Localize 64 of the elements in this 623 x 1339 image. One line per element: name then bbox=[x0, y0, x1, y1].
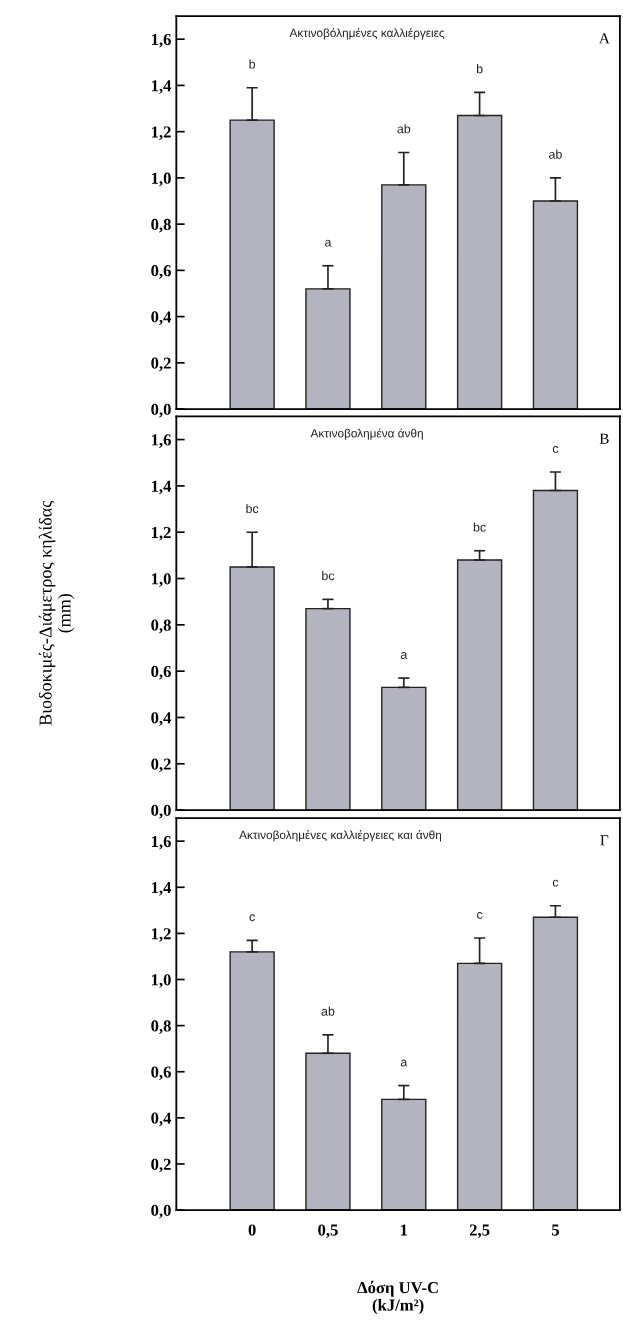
annotation: c bbox=[552, 879, 559, 887]
annotation: c bbox=[552, 446, 559, 453]
annotation: b bbox=[249, 59, 256, 69]
y-tick-label: 0,4 bbox=[151, 1112, 172, 1127]
x-tick-label: 5 bbox=[551, 1224, 559, 1236]
y-tick-label: 1,6 bbox=[151, 835, 171, 850]
annotation: ab bbox=[321, 1006, 335, 1016]
text: Ακτινοβολημένες καλλιέργειες και άνθη bbox=[239, 830, 442, 842]
x-tick-label: 0 bbox=[248, 1224, 256, 1236]
annotation: B bbox=[599, 433, 609, 444]
y-tick-label: 1,0 bbox=[151, 974, 171, 988]
bar bbox=[229, 951, 275, 1211]
y-tick-label: 1,4 bbox=[151, 882, 172, 896]
y-tick-label: 1,2 bbox=[151, 526, 171, 541]
y-tick-label: 1,6 bbox=[151, 434, 171, 448]
annotation: c bbox=[249, 914, 255, 922]
bar bbox=[532, 916, 579, 1211]
annotation: A bbox=[598, 33, 610, 44]
y-tick-label: 1,2 bbox=[151, 126, 171, 141]
annotation: ab bbox=[549, 149, 562, 159]
y-tick-label: 1,2 bbox=[151, 928, 171, 942]
bar bbox=[305, 1052, 351, 1211]
bar bbox=[229, 566, 275, 811]
x-tick-label: 2,5 bbox=[469, 1224, 490, 1239]
bar bbox=[532, 200, 579, 410]
y-tick-label: 1,4 bbox=[151, 80, 172, 94]
y-tick-label: 0,2 bbox=[151, 1158, 171, 1173]
y-tick-label: 1,4 bbox=[151, 480, 172, 495]
x-tick-label: 1 bbox=[400, 1224, 408, 1236]
annotation: bc bbox=[322, 571, 335, 581]
y-tick-label: 0,6 bbox=[151, 265, 171, 279]
bar bbox=[305, 288, 351, 410]
annotation: a bbox=[400, 652, 408, 659]
annotation: a bbox=[325, 239, 332, 247]
annotation: bc bbox=[473, 522, 486, 532]
bar bbox=[229, 119, 275, 410]
y-tick-label: 0,2 bbox=[151, 758, 171, 773]
y-axis-title: Βιοδοκιμές-Διάμετρος κηλίδας (mm) bbox=[38, 500, 75, 726]
y-tick-label: 0,0 bbox=[151, 1204, 171, 1219]
annotation: b bbox=[476, 64, 483, 74]
annotation: bc bbox=[246, 503, 259, 514]
text: Ακτινοβολημένα άνθη bbox=[310, 428, 423, 440]
y-tick-label: 0,6 bbox=[151, 1066, 171, 1081]
text: Ακτινοβόλημένες καλλιέργειες bbox=[289, 28, 445, 40]
y-tick-label: 1,0 bbox=[151, 573, 171, 587]
y-tick-label: 0,0 bbox=[151, 804, 171, 819]
annotation: Γ bbox=[600, 835, 609, 846]
annotation: ab bbox=[397, 124, 411, 134]
y-tick-label: 0,4 bbox=[151, 712, 172, 726]
y-tick-label: 1,0 bbox=[151, 172, 171, 187]
bar bbox=[381, 184, 427, 410]
y-tick-label: 0,8 bbox=[151, 619, 171, 634]
annotation: a bbox=[400, 1059, 408, 1067]
y-tick-label: 0,4 bbox=[151, 311, 172, 325]
annotation: c bbox=[477, 912, 483, 919]
x-tick-label: 0,5 bbox=[318, 1224, 338, 1239]
bar bbox=[456, 559, 503, 811]
y-tick-label: 0,8 bbox=[151, 1020, 171, 1034]
y-tick-label: 0,0 bbox=[151, 403, 171, 418]
y-tick-label: 0,2 bbox=[151, 357, 171, 372]
y-tick-label: 0,6 bbox=[151, 665, 171, 680]
y-tick-label: 0,8 bbox=[151, 218, 171, 233]
x-axis-title: Δόση UV-C (kJ/m²) bbox=[357, 1280, 438, 1315]
y-tick-label: 1,6 bbox=[151, 33, 171, 48]
